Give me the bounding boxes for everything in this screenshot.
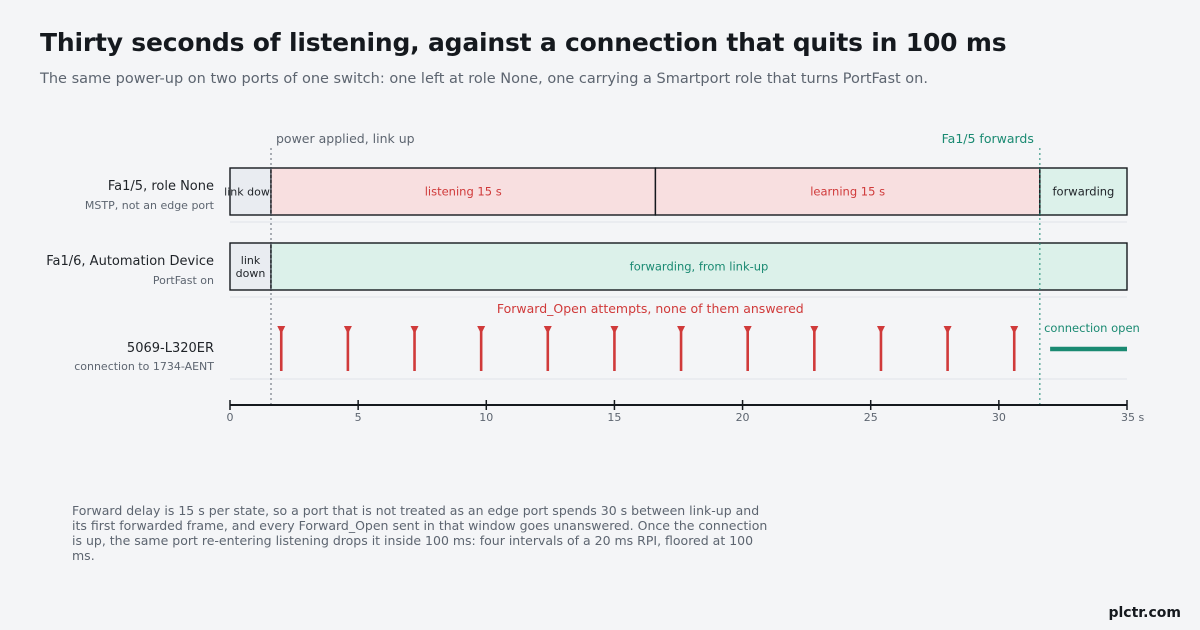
- state-segment-bar: [229, 242, 272, 291]
- segment-label: learning 15 s: [810, 185, 885, 199]
- forward-open-attempt-head: [743, 326, 752, 334]
- events-caption: Forward_Open attempts, none of them answ…: [497, 301, 804, 316]
- x-tick-label: 15: [607, 411, 621, 424]
- x-tick-label: 5: [355, 411, 362, 424]
- segment-label: link down: [224, 186, 277, 199]
- forward-open-attempt-head: [677, 326, 686, 334]
- state-segment-bar: [654, 167, 1041, 216]
- x-tick-label: 30: [992, 411, 1006, 424]
- forward-open-attempt-head: [543, 326, 552, 334]
- row-sublabel: connection to 1734-AENT: [74, 360, 214, 373]
- x-tick-label: 25: [864, 411, 878, 424]
- forward-open-attempt-head: [343, 326, 352, 334]
- x-tick-label: 20: [736, 411, 750, 424]
- segment-label: down: [236, 267, 266, 280]
- row-label: Fa1/5, role None: [108, 179, 214, 194]
- row-label: 5069-L320ER: [127, 341, 214, 356]
- segment-label: forwarding: [1052, 185, 1114, 199]
- x-tick-label: 35 s: [1121, 411, 1144, 424]
- segment-label: forwarding, from link-up: [630, 260, 769, 274]
- footnote: Forward delay is 15 s per state, so a po…: [72, 503, 768, 563]
- segment-label: listening 15 s: [425, 185, 502, 199]
- segment-label: link: [241, 254, 261, 267]
- forward-open-attempt-head: [1010, 326, 1019, 334]
- forward-open-attempt-head: [610, 326, 619, 334]
- marker-label: power applied, link up: [276, 131, 415, 146]
- forward-open-attempt-head: [277, 326, 286, 334]
- row-sublabel: PortFast on: [153, 274, 214, 287]
- chart-title: Thirty seconds of listening, against a c…: [40, 28, 1007, 57]
- row-label: Fa1/6, Automation Device: [46, 254, 214, 269]
- state-segment-bar: [270, 242, 1128, 291]
- state-segment-bar: [1039, 167, 1128, 216]
- forward-open-attempt-head: [876, 326, 885, 334]
- marker-label: Fa1/5 forwards: [942, 131, 1034, 146]
- chart-subtitle: The same power-up on two ports of one sw…: [40, 71, 928, 87]
- forward-open-attempt-head: [477, 326, 486, 334]
- forward-open-attempt-head: [943, 326, 952, 334]
- x-tick-label: 0: [227, 411, 234, 424]
- timeline-chart: Fa1/5, role None MSTP, not an edge port Fa…: [46, 131, 1144, 424]
- brand-logo[interactable]: plctr.com: [1108, 605, 1181, 621]
- x-tick-label: 10: [479, 411, 493, 424]
- row-sublabel: MSTP, not an edge port: [85, 199, 215, 212]
- forward-open-attempt-head: [810, 326, 819, 334]
- state-segment-bar: [270, 167, 657, 216]
- forward-open-attempt-head: [410, 326, 419, 334]
- connection-open-label: connection open: [1044, 321, 1140, 335]
